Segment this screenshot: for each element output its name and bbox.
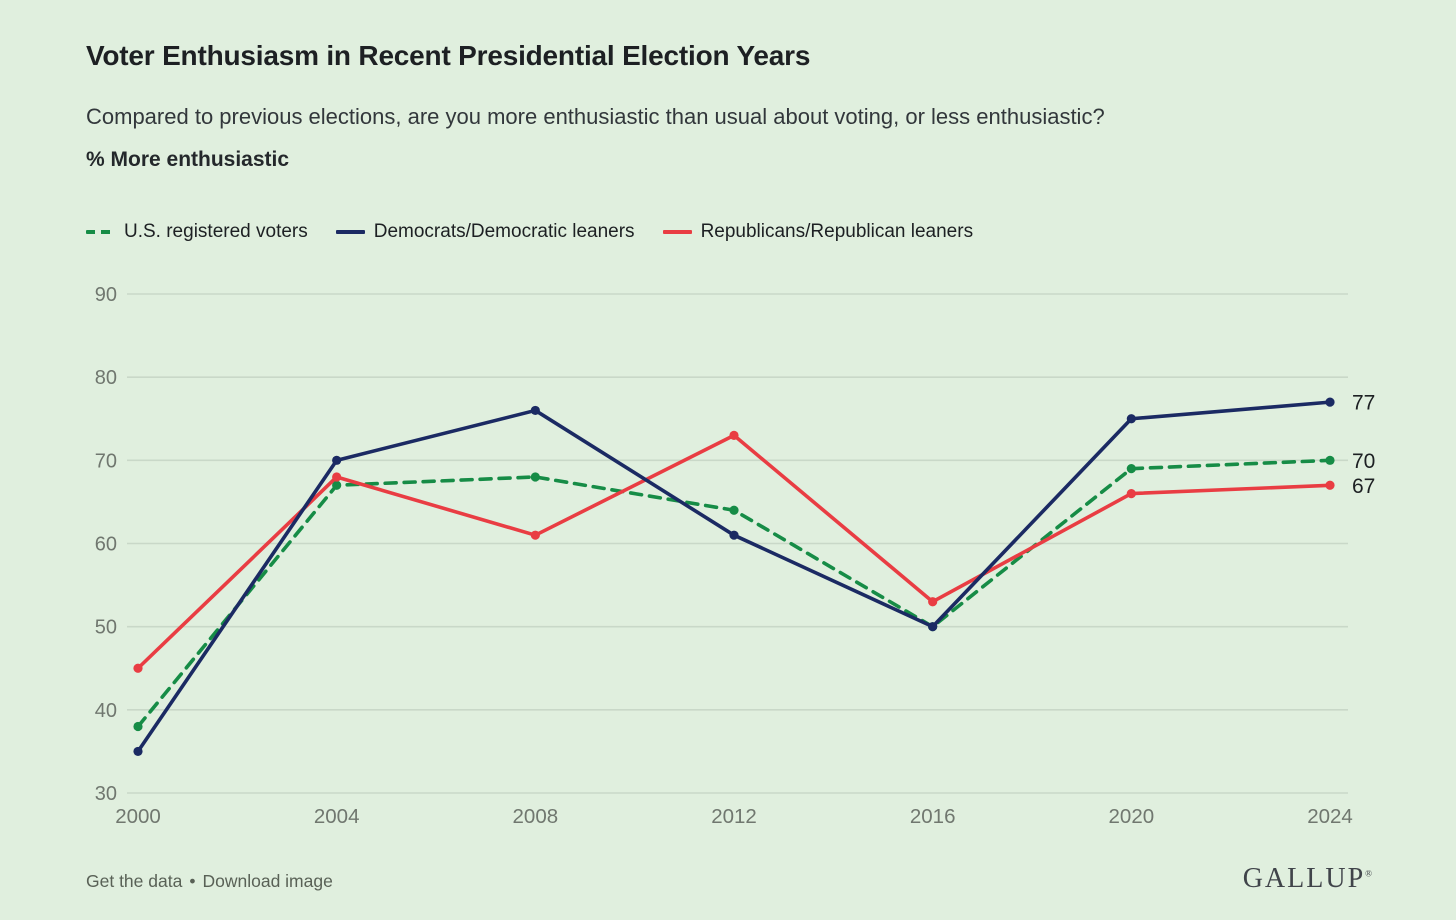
data-point-democrats-democratic-leaners — [1325, 397, 1335, 407]
x-axis-tick-label: 2000 — [115, 805, 161, 828]
data-point-u-s-registered-voters — [133, 721, 143, 732]
data-point-republicans-republican-leaners — [530, 530, 540, 540]
legend-item-democrats: Democrats/Democratic leaners — [335, 221, 635, 243]
page-title: Voter Enthusiasm in Recent Presidential … — [86, 40, 811, 71]
x-axis-tick-label: 2008 — [513, 805, 559, 828]
data-point-democrats-democratic-leaners — [1126, 414, 1136, 424]
download-image-link[interactable]: Download image — [202, 871, 333, 891]
end-value-label-u-s-registered-voters: 70 — [1352, 450, 1375, 473]
footer-separator: • — [189, 871, 196, 891]
data-point-u-s-registered-voters — [332, 480, 342, 490]
series-line-republicans-republican-leaners — [136, 433, 1332, 671]
data-point-u-s-registered-voters — [1126, 464, 1136, 474]
legend-label: U.S. registered voters — [124, 221, 308, 242]
y-axis-tick-label: 90 — [95, 284, 117, 306]
data-point-u-s-registered-voters — [1325, 455, 1335, 465]
dashed-line-swatch-icon — [86, 230, 115, 234]
x-axis-tick-label: 2016 — [910, 805, 956, 828]
legend-item-republicans: Republicans/Republican leaners — [662, 221, 974, 243]
registered-trademark-icon: ® — [1365, 868, 1372, 879]
y-axis-tick-label: 70 — [95, 450, 117, 472]
y-axis-tick-label: 50 — [95, 617, 117, 639]
get-the-data-link[interactable]: Get the data — [86, 871, 183, 891]
data-point-republicans-republican-leaners — [332, 472, 342, 482]
end-value-label-republicans-republican-leaners: 67 — [1352, 475, 1375, 498]
data-point-democrats-democratic-leaners — [530, 405, 540, 416]
data-point-republicans-republican-leaners — [133, 663, 143, 673]
y-axis-tick-label: 30 — [95, 783, 117, 805]
data-point-republicans-republican-leaners — [928, 597, 938, 607]
y-axis-tick-label: 60 — [95, 534, 117, 556]
y-axis-tick-label: 40 — [95, 700, 117, 722]
data-point-republicans-republican-leaners — [1325, 480, 1335, 490]
gallup-logo: GALLUP® — [1242, 863, 1372, 894]
legend-item-registered-voters: U.S. registered voters — [86, 221, 308, 243]
data-point-u-s-registered-voters — [530, 472, 540, 482]
x-axis-tick-label: 2004 — [314, 805, 360, 828]
footer-links: Get the data • Download image — [86, 871, 333, 892]
end-value-label-democrats-democratic-leaners: 77 — [1352, 392, 1375, 415]
series-line-democrats-democratic-leaners — [136, 400, 1332, 754]
solid-line-swatch-icon — [662, 230, 692, 234]
chart-legend: U.S. registered voters Democrats/Democra… — [86, 221, 973, 243]
series-line-u-s-registered-voters — [136, 458, 1332, 729]
data-point-republicans-republican-leaners — [1126, 489, 1136, 499]
legend-label: Democrats/Democratic leaners — [373, 221, 635, 242]
x-axis-tick-label: 2020 — [1109, 805, 1155, 828]
data-point-democrats-democratic-leaners — [729, 530, 739, 540]
solid-line-swatch-icon — [335, 230, 365, 234]
y-axis-tick-label: 80 — [95, 367, 117, 389]
data-point-democrats-democratic-leaners — [133, 746, 143, 757]
x-axis-tick-label: 2012 — [711, 805, 757, 828]
data-point-u-s-registered-voters — [729, 505, 739, 515]
measure-label: % More enthusiastic — [86, 148, 290, 171]
data-point-democrats-democratic-leaners — [332, 455, 342, 465]
legend-label: Republicans/Republican leaners — [700, 221, 974, 242]
data-point-democrats-democratic-leaners — [928, 622, 938, 632]
x-axis-tick-label: 2024 — [1307, 805, 1353, 828]
survey-question-text: Compared to previous elections, are you … — [86, 104, 1105, 129]
data-point-republicans-republican-leaners — [729, 430, 739, 440]
